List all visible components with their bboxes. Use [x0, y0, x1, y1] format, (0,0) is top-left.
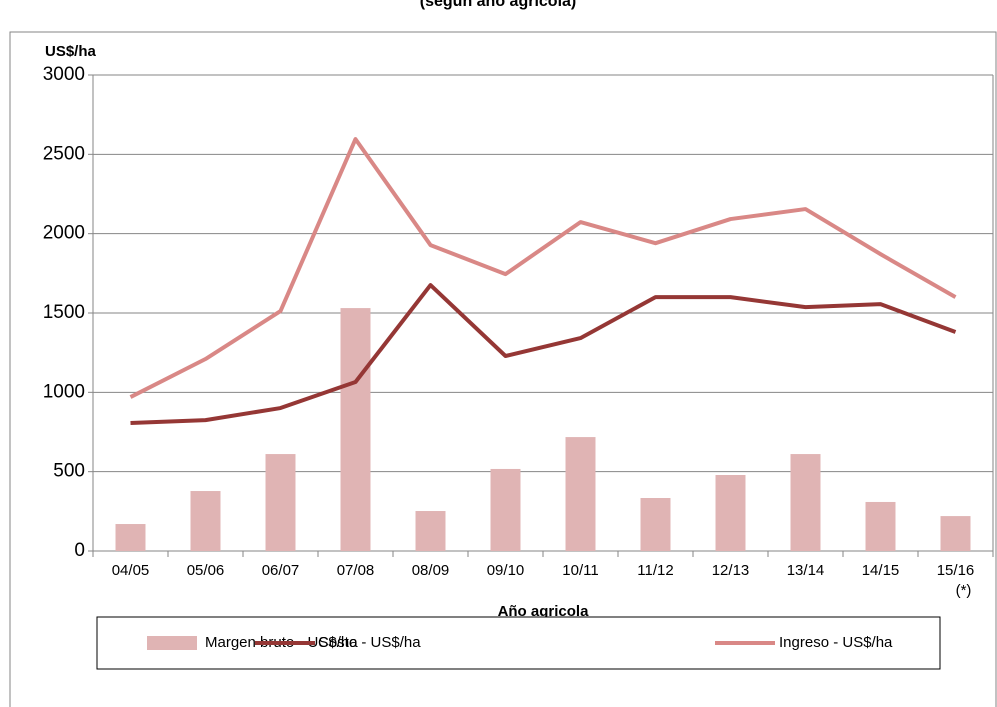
x-tick-label: 06/07	[262, 562, 300, 579]
bar	[565, 437, 596, 551]
x-tick-label: 08/09	[412, 562, 450, 579]
y-axis-label: US$/ha	[45, 43, 97, 60]
bar	[190, 491, 221, 551]
bar	[115, 524, 146, 551]
bar	[415, 511, 446, 551]
x-tick-label: 09/10	[487, 562, 525, 579]
x-tick-label: 04/05	[112, 562, 150, 579]
bar	[265, 454, 296, 551]
bar	[715, 474, 746, 551]
line	[130, 283, 957, 425]
bar	[790, 454, 821, 551]
x-tick-label: 10/11	[562, 562, 598, 579]
y-tick-label: 0	[74, 540, 85, 561]
x-tick-label: 14/15	[862, 562, 900, 579]
y-tick-label: 500	[53, 461, 85, 482]
bar	[940, 516, 971, 551]
chart-title: (según año agrícola)	[420, 0, 576, 10]
legend-box	[96, 616, 941, 670]
bar	[340, 308, 371, 551]
x-tick-label: 05/06	[187, 562, 225, 579]
x-axis-label: Año agricola	[498, 603, 590, 620]
bar	[640, 498, 671, 551]
x-tick-label: 13/14	[787, 562, 825, 579]
x-tick-label: 15/16 (*)	[937, 562, 975, 599]
legend-swatch	[147, 636, 197, 650]
chart-frame	[9, 31, 997, 707]
x-tick-label: 11/12	[637, 562, 673, 579]
y-tick-label: 1000	[43, 381, 85, 402]
bar	[865, 501, 896, 551]
x-tick-label: 12/13	[712, 562, 750, 579]
legend-label: Costo - US$/ha	[318, 634, 421, 651]
y-tick-label: 2500	[43, 143, 85, 164]
x-tick-label: 07/08	[337, 562, 375, 579]
y-tick-label: 1500	[43, 302, 85, 323]
line	[129, 137, 957, 399]
legend-label: Ingreso - US$/ha	[779, 634, 893, 651]
y-tick-label: 2000	[43, 223, 85, 244]
y-tick-label: 3000	[43, 64, 85, 85]
bar	[490, 468, 521, 551]
